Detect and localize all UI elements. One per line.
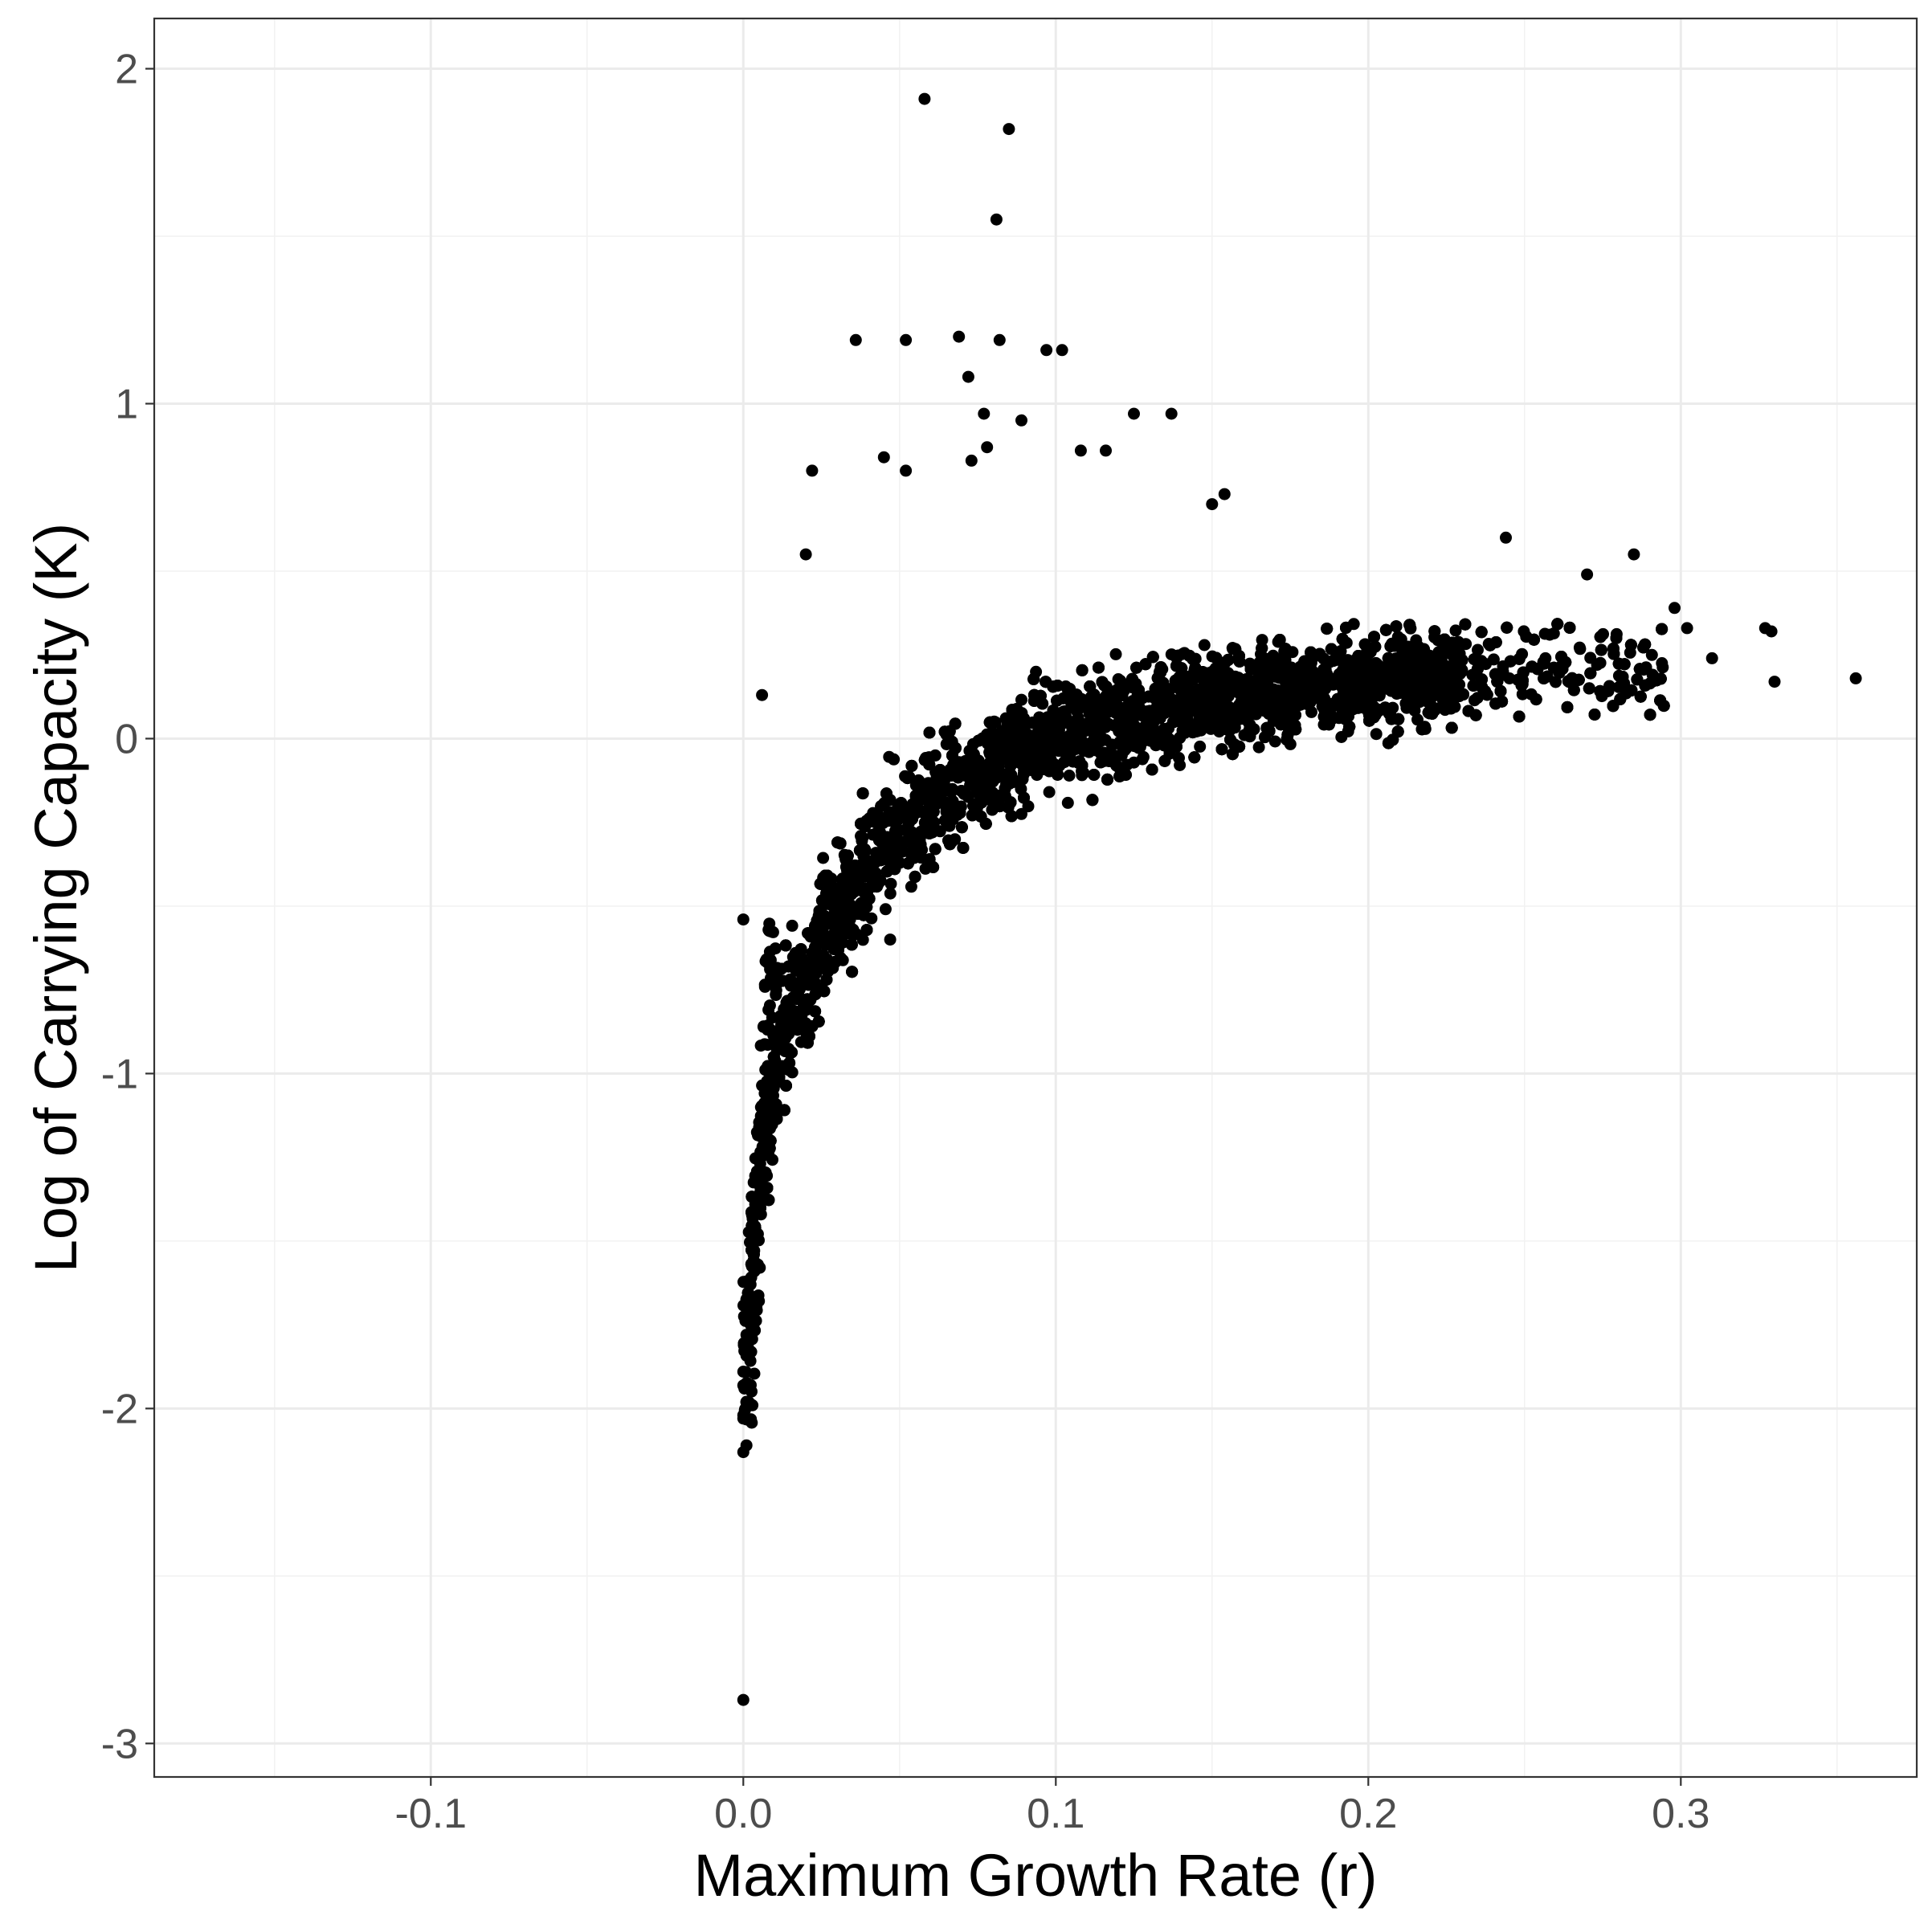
data-point [1199, 639, 1211, 651]
data-point [1044, 786, 1056, 799]
data-point [1064, 770, 1076, 782]
data-point [884, 888, 897, 900]
data-point [817, 852, 829, 864]
data-point [1174, 759, 1186, 771]
data-point [1062, 797, 1074, 809]
data-point [1253, 741, 1265, 754]
data-point [1194, 741, 1206, 753]
data-point [786, 920, 799, 932]
data-point [1110, 648, 1122, 660]
data-point [1370, 728, 1383, 740]
data-point [883, 751, 895, 763]
data-point [880, 903, 892, 915]
data-point [1584, 651, 1596, 664]
data-point [1574, 643, 1586, 655]
data-point [1460, 638, 1472, 650]
data-point [1656, 657, 1668, 669]
